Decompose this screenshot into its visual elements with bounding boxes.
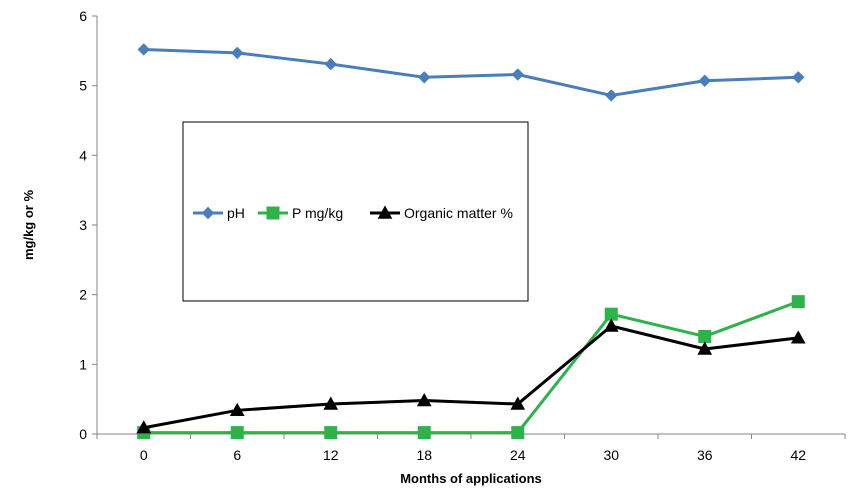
data-point-organic-matter bbox=[603, 318, 619, 332]
legend-item-organic-matter: Organic matter % bbox=[370, 205, 513, 221]
data-point-ph bbox=[605, 89, 618, 102]
data-point-ph bbox=[511, 68, 524, 81]
x-tick-label: 24 bbox=[510, 447, 526, 463]
series-line-ph bbox=[143, 47, 799, 97]
data-point-p-mg-kg bbox=[230, 426, 244, 440]
x-tick-label: 6 bbox=[233, 447, 241, 463]
data-point-ph bbox=[137, 43, 150, 56]
y-axis-ticks: 0 1 2 3 4 5 6 bbox=[79, 8, 97, 442]
x-axis-ticks: 0 6 12 18 24 30 36 42 bbox=[96, 434, 846, 463]
y-axis-title: mg/kg or % bbox=[21, 190, 36, 261]
data-point-organic-matter bbox=[323, 396, 339, 410]
legend-box bbox=[182, 121, 529, 302]
x-tick-label: 30 bbox=[603, 447, 619, 463]
legend: pH P mg/kg Organic matter % bbox=[182, 121, 529, 302]
legend-marker bbox=[201, 206, 215, 220]
x-tick-label: 0 bbox=[140, 447, 148, 463]
data-point-ph bbox=[324, 57, 337, 71]
data-point-p-mg-kg bbox=[417, 426, 431, 440]
legend-label: pH bbox=[227, 205, 245, 221]
series-layer bbox=[136, 43, 806, 440]
data-point-ph bbox=[418, 71, 431, 84]
y-tick-label: 2 bbox=[79, 287, 87, 303]
legend-label: Organic matter % bbox=[404, 205, 513, 221]
y-tick-label: 6 bbox=[79, 8, 87, 24]
legend-label: P mg/kg bbox=[292, 205, 343, 221]
series-ph bbox=[137, 43, 805, 102]
y-tick-label: 3 bbox=[79, 217, 87, 233]
x-axis-title: Months of applications bbox=[400, 471, 542, 486]
x-tick-label: 36 bbox=[697, 447, 713, 463]
data-point-organic-matter bbox=[697, 341, 713, 355]
data-point-organic-matter bbox=[790, 330, 806, 344]
series-line-organic-matter bbox=[143, 324, 799, 430]
data-point-ph bbox=[792, 71, 805, 84]
data-point-p-mg-kg bbox=[511, 426, 525, 440]
x-tick-label: 12 bbox=[323, 447, 339, 463]
y-tick-label: 0 bbox=[79, 426, 87, 442]
x-tick-label: 18 bbox=[416, 447, 432, 463]
legend-marker bbox=[377, 205, 393, 219]
y-tick-label: 4 bbox=[79, 147, 87, 163]
data-point-organic-matter bbox=[510, 396, 526, 410]
series-organic-matter bbox=[136, 318, 806, 434]
data-point-organic-matter bbox=[229, 402, 245, 417]
legend-marker bbox=[266, 206, 280, 220]
series-line-p-mg-kg bbox=[143, 300, 799, 435]
legend-item-p-mg-kg: P mg/kg bbox=[258, 205, 343, 221]
data-point-p-mg-kg bbox=[791, 295, 805, 309]
series-p-mg-kg bbox=[137, 295, 805, 440]
data-point-p-mg-kg bbox=[324, 426, 338, 440]
data-point-ph bbox=[698, 74, 711, 87]
data-point-ph bbox=[231, 46, 244, 60]
data-point-p-mg-kg bbox=[698, 329, 712, 343]
y-tick-label: 1 bbox=[79, 356, 87, 372]
y-tick-label: 5 bbox=[79, 78, 87, 94]
data-point-p-mg-kg bbox=[604, 307, 618, 321]
data-point-organic-matter bbox=[136, 420, 152, 434]
x-tick-label: 42 bbox=[790, 447, 806, 463]
data-point-organic-matter bbox=[416, 393, 432, 407]
legend-item-ph: pH bbox=[193, 205, 245, 221]
